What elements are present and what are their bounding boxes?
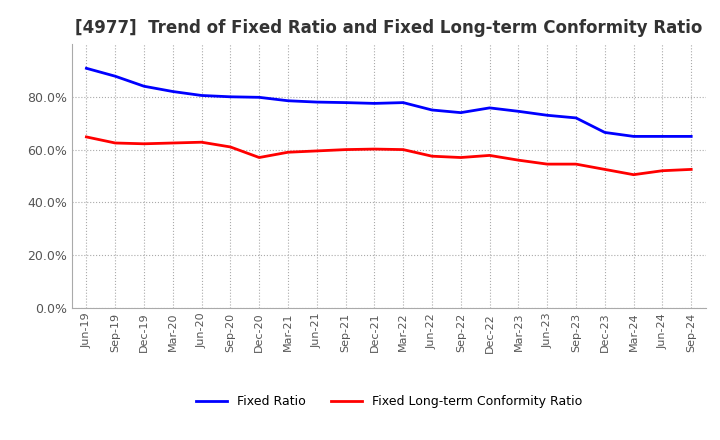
Line: Fixed Ratio: Fixed Ratio <box>86 68 691 136</box>
Fixed Ratio <box>658 134 667 139</box>
Fixed Ratio <box>629 134 638 139</box>
Fixed Ratio <box>456 110 465 115</box>
Fixed Long-term Conformity Ratio <box>687 167 696 172</box>
Fixed Ratio <box>485 105 494 110</box>
Fixed Ratio <box>543 113 552 118</box>
Fixed Ratio <box>341 100 350 105</box>
Fixed Long-term Conformity Ratio <box>255 155 264 160</box>
Fixed Long-term Conformity Ratio <box>168 140 177 146</box>
Fixed Long-term Conformity Ratio <box>514 158 523 163</box>
Fixed Ratio <box>197 93 206 98</box>
Fixed Long-term Conformity Ratio <box>428 154 436 159</box>
Fixed Long-term Conformity Ratio <box>543 161 552 167</box>
Fixed Long-term Conformity Ratio <box>341 147 350 152</box>
Fixed Ratio <box>428 107 436 113</box>
Line: Fixed Long-term Conformity Ratio: Fixed Long-term Conformity Ratio <box>86 137 691 175</box>
Fixed Ratio <box>255 95 264 100</box>
Legend: Fixed Ratio, Fixed Long-term Conformity Ratio: Fixed Ratio, Fixed Long-term Conformity … <box>191 390 587 413</box>
Fixed Long-term Conformity Ratio <box>284 150 292 155</box>
Fixed Ratio <box>140 84 148 89</box>
Fixed Ratio <box>111 73 120 79</box>
Fixed Long-term Conformity Ratio <box>370 147 379 152</box>
Fixed Ratio <box>600 130 609 135</box>
Fixed Long-term Conformity Ratio <box>226 144 235 150</box>
Fixed Ratio <box>284 98 292 103</box>
Fixed Ratio <box>226 94 235 99</box>
Fixed Ratio <box>168 89 177 94</box>
Fixed Long-term Conformity Ratio <box>600 167 609 172</box>
Fixed Long-term Conformity Ratio <box>399 147 408 152</box>
Fixed Long-term Conformity Ratio <box>629 172 638 177</box>
Fixed Long-term Conformity Ratio <box>456 155 465 160</box>
Fixed Long-term Conformity Ratio <box>658 168 667 173</box>
Title: [4977]  Trend of Fixed Ratio and Fixed Long-term Conformity Ratio: [4977] Trend of Fixed Ratio and Fixed Lo… <box>75 19 703 37</box>
Fixed Ratio <box>687 134 696 139</box>
Fixed Ratio <box>82 66 91 71</box>
Fixed Long-term Conformity Ratio <box>197 139 206 145</box>
Fixed Long-term Conformity Ratio <box>111 140 120 146</box>
Fixed Long-term Conformity Ratio <box>312 148 321 154</box>
Fixed Ratio <box>399 100 408 105</box>
Fixed Long-term Conformity Ratio <box>140 141 148 147</box>
Fixed Ratio <box>312 99 321 105</box>
Fixed Long-term Conformity Ratio <box>572 161 580 167</box>
Fixed Ratio <box>514 109 523 114</box>
Fixed Long-term Conformity Ratio <box>82 134 91 139</box>
Fixed Long-term Conformity Ratio <box>485 153 494 158</box>
Fixed Ratio <box>370 101 379 106</box>
Fixed Ratio <box>572 115 580 121</box>
